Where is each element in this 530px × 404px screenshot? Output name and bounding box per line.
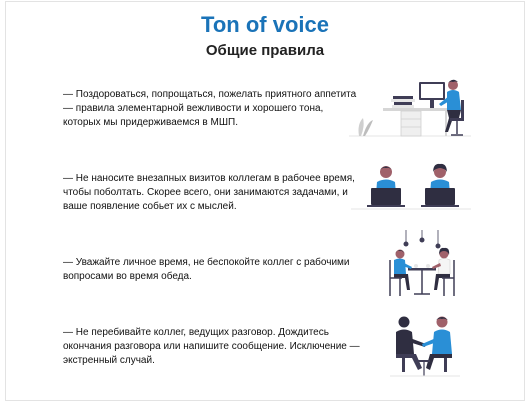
slide-title: Ton of voice [201, 12, 329, 37]
slide-subtitle: Общие правила [205, 42, 325, 59]
rule-text-3: — Уважайте личное время, не беспокойте к… [63, 257, 350, 282]
slide: Ton of voice Общие правила — Поздоровать… [6, 2, 524, 400]
rule-text-2: — Не наносите внезапных визитов коллегам… [63, 173, 355, 212]
rule-text-4: — Не перебивайте коллег, ведущих разгово… [63, 327, 360, 366]
colleagues-working-laptops-illustration [351, 163, 471, 210]
lunch-table-illustration [389, 230, 455, 296]
conversation-illustration [390, 316, 460, 377]
rule-text-1: — Поздороваться, попрощаться, пожелать п… [63, 89, 357, 128]
person-at-desk-illustration [349, 79, 471, 137]
